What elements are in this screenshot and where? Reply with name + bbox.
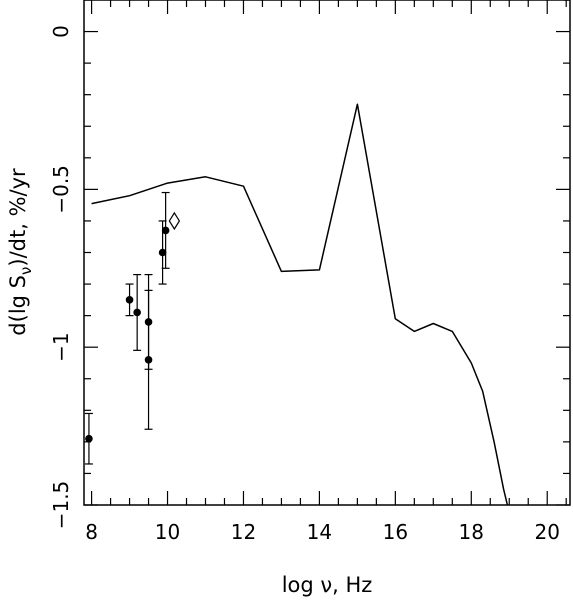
x-tick-label: 16 [383, 520, 408, 544]
x-tick-label: 10 [155, 520, 180, 544]
series-layer [84, 103, 509, 506]
data-point [144, 356, 153, 364]
data-point [85, 434, 93, 443]
y-axis-label-suffix: )/dt, %/yr [6, 168, 30, 267]
y-tick-label: −0.5 [49, 165, 73, 214]
plot-frame [83, 0, 571, 506]
y-tick-labels: 0 −0.5 −1 −1.5 [49, 25, 73, 529]
x-tick-labels: 8 10 12 14 16 18 20 [85, 520, 560, 544]
data-point [125, 296, 134, 304]
x-tick-label: 12 [231, 520, 256, 544]
diamond-point [168, 211, 181, 231]
axis-ticks [84, 0, 570, 506]
x-tick-label: 14 [307, 520, 332, 544]
data-point [158, 248, 167, 257]
x-tick-label: 20 [534, 520, 559, 544]
x-tick-label: 8 [85, 520, 98, 544]
y-tick-label: −1.5 [49, 481, 73, 530]
model-curve [91, 103, 509, 506]
data-point [161, 226, 170, 235]
x-axis-label: log ν, Hz [282, 573, 373, 597]
y-tick-label: 0 [49, 25, 73, 38]
data-point [133, 308, 141, 317]
y-tick-label: −1 [49, 332, 73, 361]
y-axis-label-subscript: ν [17, 267, 35, 275]
x-tick-label: 18 [459, 520, 484, 544]
y-axis-label: d(lg Sν)/dt, %/yr [6, 168, 35, 336]
y-axis-label-prefix: d(lg S [6, 275, 30, 336]
